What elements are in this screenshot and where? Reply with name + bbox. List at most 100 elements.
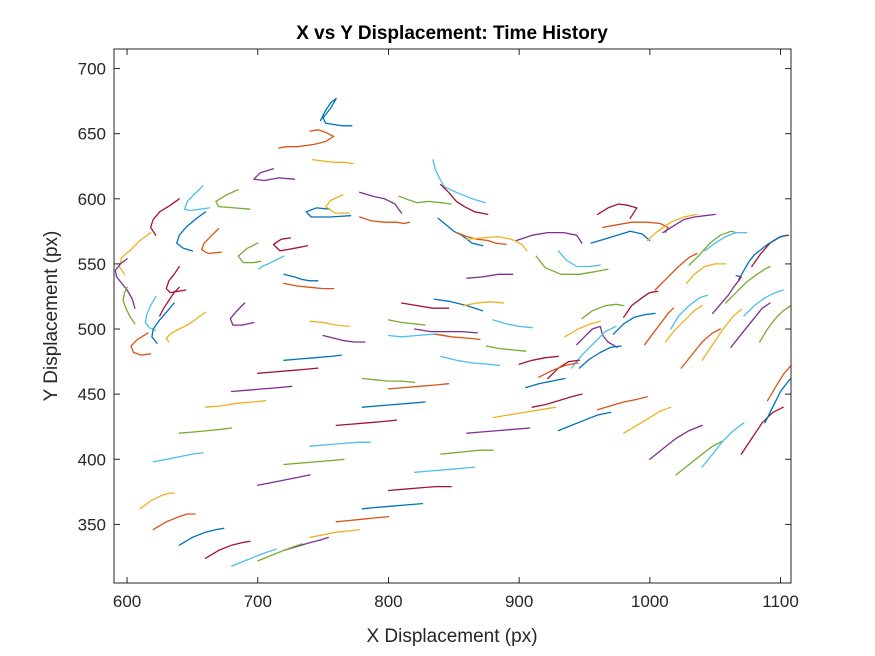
trajectory-line <box>361 401 426 408</box>
trajectory-line <box>704 231 748 252</box>
trajectory-line <box>701 308 742 361</box>
x-tick-label: 600 <box>113 592 141 611</box>
trajectory-line <box>654 252 698 291</box>
trajectory-line <box>440 449 494 455</box>
trajectory-line <box>688 230 737 266</box>
trajectory-line <box>387 485 452 492</box>
trajectory-line <box>413 466 476 473</box>
trajectory-line <box>725 265 771 304</box>
trajectory-line <box>361 377 416 384</box>
trajectory-line <box>283 354 343 361</box>
trajectory-line <box>204 400 267 408</box>
trajectory-line <box>670 294 709 330</box>
trajectory-line <box>230 548 277 567</box>
trajectory-line <box>387 383 450 390</box>
y-tick-label: 600 <box>78 190 106 209</box>
y-tick-label: 450 <box>78 385 106 404</box>
trajectory-line <box>278 129 335 149</box>
trajectory-line <box>743 289 784 317</box>
trajectory-line <box>176 211 207 252</box>
trajectory-line <box>413 328 478 334</box>
trajectory-line <box>118 231 152 275</box>
y-tick-label: 700 <box>78 60 106 79</box>
trajectory-line <box>215 189 251 210</box>
trajectory-line <box>253 168 296 182</box>
trajectory-line <box>387 319 426 326</box>
trajectory-line <box>557 250 601 268</box>
trajectory-line <box>361 502 424 510</box>
trajectory-line <box>230 385 293 393</box>
trajectory-line <box>272 237 309 252</box>
x-axis-label: X Displacement (px) <box>366 626 537 647</box>
trajectory-line <box>680 328 722 369</box>
trajectory-line <box>165 311 207 343</box>
x-tick-label: 800 <box>374 592 402 611</box>
trajectory-line <box>685 263 727 285</box>
y-tick-label: 650 <box>78 125 106 144</box>
trajectory-line <box>319 97 353 127</box>
trajectory-line <box>643 307 675 346</box>
trajectory-line <box>764 377 791 424</box>
y-tick-label: 400 <box>78 450 106 469</box>
trajectory-line <box>649 424 703 460</box>
trajectory-line <box>400 302 450 309</box>
trajectory-line <box>711 274 742 315</box>
trajectory-line <box>165 265 187 294</box>
axes-frame <box>113 48 792 584</box>
trajectory-line <box>766 364 791 402</box>
trajectory-line <box>322 334 366 343</box>
trajectory-line <box>751 234 790 268</box>
trajectory-line <box>492 406 557 419</box>
trajectory-line <box>758 304 791 343</box>
trajectory-line <box>434 333 481 341</box>
trajectory-line <box>200 228 222 255</box>
trajectory-line <box>433 298 484 312</box>
trajectory-line <box>312 159 354 165</box>
trajectory-line <box>440 355 501 367</box>
y-axis-label: Y Displacement (px) <box>41 231 62 402</box>
trajectory-line <box>359 191 403 214</box>
trajectory-line <box>538 362 579 378</box>
trajectory-line <box>730 302 771 348</box>
trajectory-line <box>149 198 180 236</box>
trajectory-line <box>515 231 583 244</box>
trajectory-line <box>159 286 180 317</box>
trajectory-line <box>578 345 622 369</box>
trajectory-line <box>398 195 452 205</box>
trajectory-line <box>485 345 527 352</box>
trajectory-line <box>557 411 612 432</box>
trajectory-line <box>335 419 397 427</box>
trajectory-line <box>309 320 350 328</box>
y-axis-ticks: 350 400 450 500 550 600 650 700 <box>78 60 791 534</box>
trajectory-line <box>602 221 669 234</box>
trajectory-line <box>623 406 672 434</box>
trajectory-line <box>178 427 233 434</box>
trajectory-line <box>152 452 204 463</box>
plot-area <box>114 97 791 567</box>
trajectory-line <box>738 234 787 281</box>
chart-title: X vs Y Displacement: Time History <box>296 23 608 44</box>
trajectory-line <box>531 393 583 408</box>
trajectory-line <box>114 258 136 309</box>
trajectory-line <box>646 213 698 242</box>
trajectory-line <box>662 213 716 234</box>
trajectory-line <box>570 325 617 369</box>
trajectory-line <box>596 396 648 411</box>
trajectory-line <box>309 441 371 447</box>
trajectory-line <box>440 183 489 216</box>
trajectory-line <box>462 301 505 307</box>
trajectory-line <box>122 286 136 325</box>
trajectory-line <box>257 543 303 562</box>
trajectory-line <box>455 231 507 246</box>
trajectory-line <box>283 273 319 282</box>
trajectory-line <box>581 303 625 320</box>
trajectory-line <box>305 207 352 218</box>
y-tick-label: 500 <box>78 320 106 339</box>
trajectory-line <box>178 527 225 546</box>
trajectory-line <box>564 320 601 338</box>
trajectory-line <box>130 332 152 356</box>
trajectory-line <box>675 440 724 476</box>
trajectory-line <box>466 235 528 252</box>
trajectory-line <box>576 325 618 348</box>
trajectory-line <box>437 217 484 247</box>
